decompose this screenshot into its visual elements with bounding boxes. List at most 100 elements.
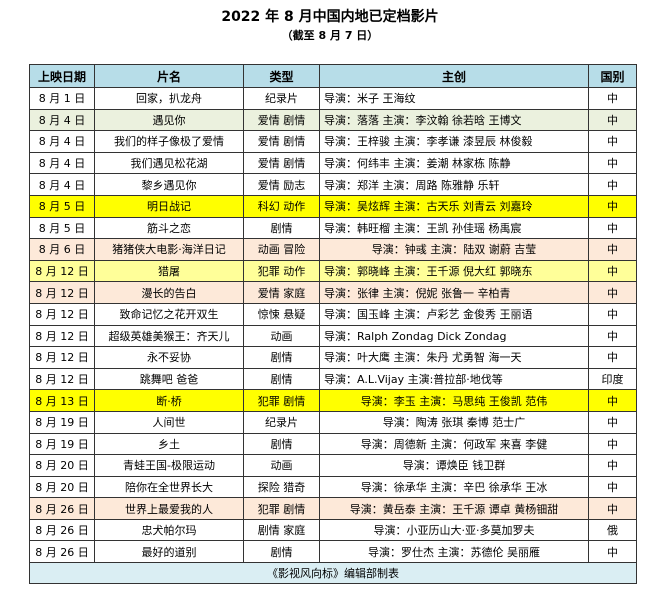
cell-country: 中 [588, 389, 637, 412]
cell-date: 8 月 12 日 [29, 367, 95, 391]
cell-country: 中 [588, 410, 637, 434]
cell-genre: 剧情 [243, 216, 320, 240]
cell-date: 8 月 19 日 [29, 410, 95, 434]
cell-name: 忠犬帕尔玛 [94, 518, 244, 542]
cell-country: 中 [588, 540, 637, 564]
cell-country: 中 [588, 216, 637, 240]
cell-country: 中 [588, 346, 637, 369]
cell-genre: 剧情 [243, 540, 320, 564]
cell-genre: 纪录片 [243, 87, 320, 110]
table-row: 8 月 4 日我们遇见松花湖 爱情 剧情 导演：何纬丰 主演：姜潮 林家栋 陈静中 [29, 151, 637, 175]
cell-country: 中 [588, 151, 637, 175]
cell-crew: 导演：何纬丰 主演：姜潮 林家栋 陈静 [319, 151, 589, 175]
table-row: 8 月 13 日断·桥 犯罪 剧情 导演：李玉 主演：马思纯 王俊凯 范伟中 [29, 389, 637, 412]
cell-country: 中 [588, 497, 637, 520]
cell-crew: 导演：国玉峰 主演：卢彩艺 金俊秀 王丽语 [319, 302, 589, 326]
header-crew: 主创 [319, 64, 589, 88]
cell-name: 我们的样子像极了爱情 [94, 130, 244, 153]
header-country: 国别 [588, 64, 637, 88]
cell-crew: 导演：韩旺榴 主演：王凯 孙佳瑶 杨禹宸 [319, 216, 589, 240]
cell-crew: 导演：周德新 主演：何政军 来喜 李健 [319, 432, 589, 456]
cell-date: 8 月 20 日 [29, 454, 95, 477]
cell-genre: 爱情 剧情 [243, 108, 320, 132]
table-row: 8 月 5 日明日战记 科幻 动作 导演：吴炫辉 主演：古天乐 刘青云 刘嘉玲中 [29, 194, 637, 218]
cell-date: 8 月 4 日 [29, 130, 95, 153]
cell-crew: 导演：A.L.Vijay 主演:普拉部·地伐等 [319, 367, 589, 391]
cell-country: 中 [588, 194, 637, 218]
cell-crew: 导演：吴炫辉 主演：古天乐 刘青云 刘嘉玲 [319, 194, 589, 218]
cell-date: 8 月 4 日 [29, 173, 95, 196]
cell-name: 明日战记 [94, 194, 244, 218]
cell-date: 8 月 26 日 [29, 540, 95, 564]
table-footer: 《影视风向标》编辑部制表 [29, 562, 637, 585]
cell-name: 筋斗之恋 [94, 216, 244, 240]
table-header: 上映日期 片名 类型 主创 国别 [29, 64, 637, 88]
cell-name: 乡土 [94, 432, 244, 456]
table-row: 8 月 4 日遇见你 爱情 剧情 导演：落落 主演：李汶翰 徐若晗 王博文中 [29, 108, 637, 132]
table-row: 8 月 19 日人间世 纪录片 导演：陶涛 张琪 秦博 范士广中 [29, 410, 637, 434]
cell-crew: 导演：谭焕臣 钱卫群 [319, 454, 589, 477]
table-row: 8 月 1 日回家，扒龙舟 纪录片 导演：米子 王海纹中 [29, 87, 637, 110]
table-row: 8 月 4 日黎乡遇见你 爱情 励志 导演：郑洋 主演：周路 陈雅静 乐轩中 [29, 173, 637, 196]
cell-genre: 动画 [243, 454, 320, 477]
cell-date: 8 月 5 日 [29, 216, 95, 240]
cell-genre: 爱情 励志 [243, 173, 320, 196]
cell-date: 8 月 12 日 [29, 302, 95, 326]
cell-name: 跳舞吧 爸爸 [94, 367, 244, 391]
cell-crew: 导演：郑洋 主演：周路 陈雅静 乐轩 [319, 173, 589, 196]
table-row: 8 月 20 日青蛙王国-极限运动 动画 导演：谭焕臣 钱卫群中 [29, 454, 637, 477]
cell-crew: 导演：黄岳泰 主演：王千源 谭卓 黄杨钿甜 [319, 497, 589, 520]
cell-date: 8 月 12 日 [29, 346, 95, 369]
cell-name: 人间世 [94, 410, 244, 434]
cell-date: 8 月 12 日 [29, 281, 95, 304]
cell-name: 遇见你 [94, 108, 244, 132]
cell-country: 中 [588, 238, 637, 261]
table-row: 8 月 12 日猎屠 犯罪 动作 导演：郭晓峰 主演：王千源 倪大红 郭晓东中 [29, 259, 637, 283]
cell-country: 中 [588, 173, 637, 196]
cell-crew: 导演：落落 主演：李汶翰 徐若晗 王博文 [319, 108, 589, 132]
table-row: 8 月 26 日忠犬帕尔玛 剧情 家庭 导演：小亚历山大·亚·多莫加罗夫俄 [29, 518, 637, 542]
cell-name: 陪你在全世界长大 [94, 475, 244, 499]
cell-name: 回家，扒龙舟 [94, 87, 244, 110]
cell-crew: 导演：张律 主演：倪妮 张鲁一 辛柏青 [319, 281, 589, 304]
table-row: 8 月 26 日最好的道别 剧情 导演：罗仕杰 主演：苏德伦 吴丽雁中 [29, 540, 637, 564]
cell-date: 8 月 20 日 [29, 475, 95, 499]
cell-name: 世界上最爱我的人 [94, 497, 244, 520]
table-row: 8 月 12 日漫长的告白 爱情 家庭 导演：张律 主演：倪妮 张鲁一 辛柏青中 [29, 281, 637, 304]
header-date: 上映日期 [29, 64, 95, 88]
header-genre: 类型 [243, 64, 320, 88]
cell-date: 8 月 4 日 [29, 108, 95, 132]
cell-country: 中 [588, 281, 637, 304]
cell-name: 超级英雄美猴王：齐天儿 [94, 324, 244, 348]
cell-crew: 导演：叶大鹰 主演：朱丹 尤勇智 海一天 [319, 346, 589, 369]
table-row: 8 月 4 日我们的样子像极了爱情 爱情 剧情 导演：王梓骏 主演：李孝谦 漆昱辰 … [29, 130, 637, 153]
cell-name: 断·桥 [94, 389, 244, 412]
cell-genre: 动画 冒险 [243, 238, 320, 261]
cell-name: 猎屠 [94, 259, 244, 283]
cell-date: 8 月 26 日 [29, 518, 95, 542]
cell-name: 致命记忆之花开双生 [94, 302, 244, 326]
cell-date: 8 月 4 日 [29, 151, 95, 175]
page-subtitle: （截至 8 月 7 日） [281, 29, 379, 42]
cell-crew: 导演：郭晓峰 主演：王千源 倪大红 郭晓东 [319, 259, 589, 283]
table-row: 8 月 26 日世界上最爱我的人 犯罪 剧情 导演：黄岳泰 主演：王千源 谭卓 黄杨… [29, 497, 637, 520]
cell-name: 我们遇见松花湖 [94, 151, 244, 175]
cell-date: 8 月 13 日 [29, 389, 95, 412]
cell-name: 永不妥协 [94, 346, 244, 369]
cell-country: 中 [588, 130, 637, 153]
cell-genre: 犯罪 剧情 [243, 497, 320, 520]
cell-country: 中 [588, 432, 637, 456]
cell-country: 中 [588, 302, 637, 326]
cell-country: 中 [588, 324, 637, 348]
cell-genre: 探险 猎奇 [243, 475, 320, 499]
table-row: 8 月 12 日跳舞吧 爸爸 剧情 导演：A.L.Vijay 主演:普拉部·地伐等印… [29, 367, 637, 391]
cell-crew: 导演：王梓骏 主演：李孝谦 漆昱辰 林俊毅 [319, 130, 589, 153]
cell-country: 中 [588, 108, 637, 132]
cell-genre: 剧情 [243, 432, 320, 456]
cell-genre: 动画 [243, 324, 320, 348]
cell-name: 黎乡遇见你 [94, 173, 244, 196]
cell-genre: 纪录片 [243, 410, 320, 434]
film-schedule-table: 上映日期 片名 类型 主创 国别 8 月 1 日回家，扒龙舟 纪录片 导演：米子 王… [29, 64, 637, 585]
table-row: 8 月 12 日致命记忆之花开双生 惊悚 悬疑 导演：国玉峰 主演：卢彩艺 金俊秀 … [29, 302, 637, 326]
header-name: 片名 [94, 64, 244, 88]
